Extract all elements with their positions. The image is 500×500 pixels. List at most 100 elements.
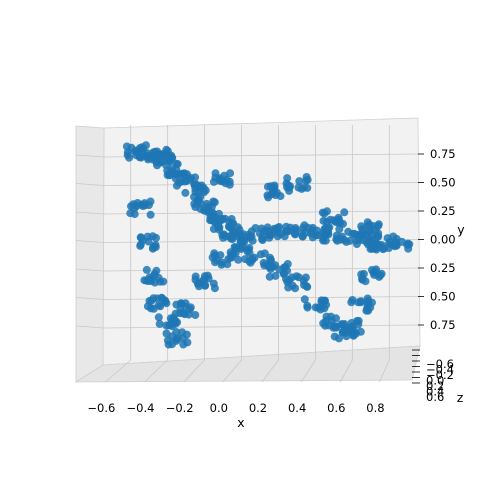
grid-line-y-left <box>75 297 105 300</box>
scatter-point <box>344 227 353 236</box>
y-tick-label: 0.50 <box>430 176 456 190</box>
scatter-point <box>155 319 164 328</box>
scatter-point <box>201 281 209 290</box>
scatter-point <box>173 170 182 179</box>
left-pane <box>75 125 105 383</box>
scatter-point <box>300 221 309 230</box>
grid-lines <box>75 125 419 383</box>
y-tick-label: 0.75 <box>430 318 456 332</box>
scatter-point <box>203 208 212 216</box>
x-tick-label: −0.6 <box>87 401 115 415</box>
scatter-point <box>143 232 152 241</box>
scatter-point <box>303 301 312 310</box>
scatter-point <box>233 223 242 232</box>
scatter-point <box>191 173 200 182</box>
scatter-point <box>171 309 180 318</box>
x-tick-label: 0.0 <box>210 401 228 415</box>
scatter-point <box>186 303 195 312</box>
scatter-point <box>142 265 151 274</box>
scatter-point <box>137 153 146 162</box>
z-tick-label: −0.2 <box>426 368 454 382</box>
grid-line-floor <box>261 359 279 383</box>
scatter-point <box>191 203 200 211</box>
scatter-point <box>209 197 218 206</box>
scatter-point <box>373 240 382 249</box>
scatter-point <box>191 187 200 196</box>
scatter-point <box>295 177 304 186</box>
scatter-point <box>326 215 335 224</box>
scatter-point <box>136 240 145 249</box>
scatter-point <box>354 298 363 307</box>
grid-line-floor <box>222 359 242 383</box>
x-tick-label: 0.4 <box>288 401 306 415</box>
scatter-point <box>231 243 240 252</box>
y-tick-label: 0.75 <box>430 147 456 161</box>
scatter-point <box>190 180 199 189</box>
y-tick-label: 0.50 <box>430 290 456 304</box>
y-ticks: 0.75 0.50 0.25 0.00 0.25 0.50 0.75 <box>418 147 456 332</box>
grid-line-floor <box>144 359 168 383</box>
scatter-point <box>321 321 330 330</box>
y-tick-label: 0.25 <box>430 204 456 218</box>
grid-line-y-left <box>75 211 105 215</box>
scatter-point <box>211 251 220 260</box>
scatter-point <box>199 184 208 193</box>
scatter-point <box>392 234 401 243</box>
scatter-point <box>251 224 260 232</box>
grid-line-floor <box>183 359 205 383</box>
scatter-point <box>130 210 139 219</box>
scatter-point <box>179 340 188 349</box>
z-tick-label: 0.0 <box>426 374 444 388</box>
scatter-point <box>374 220 383 229</box>
scatter-point <box>320 304 329 313</box>
scatter-point <box>255 229 264 238</box>
grid-line-y-left <box>75 268 105 272</box>
z-ticks: −0.6−0.4−0.20.00.20.40.6 <box>412 349 454 404</box>
x-tick-label: −0.2 <box>166 401 194 415</box>
scatter-point <box>379 245 387 254</box>
scatter-point <box>386 238 394 247</box>
y-tick-label: 0.25 <box>430 261 456 275</box>
grid-line-y-left <box>75 240 105 243</box>
scatter-point <box>299 276 308 285</box>
scatter-point <box>366 244 375 253</box>
scatter-point <box>335 215 343 224</box>
scatter-point <box>234 255 243 264</box>
scatter-point <box>123 148 132 157</box>
grid-line-floor <box>339 359 353 383</box>
scatter-point <box>357 230 366 239</box>
scatter-point <box>319 216 328 225</box>
scatter-point <box>150 270 159 278</box>
x-tick-label: 0.8 <box>366 401 384 415</box>
scatter-point <box>321 296 329 305</box>
x-tick-label: 0.2 <box>249 401 267 415</box>
scatter-point <box>282 222 291 231</box>
grid-line-y <box>103 210 419 215</box>
scatter-point <box>218 231 227 239</box>
scatter-point <box>246 233 255 242</box>
scatter-point <box>403 240 411 249</box>
scatter-point <box>288 281 297 290</box>
scatter-point <box>181 188 190 197</box>
scatter-point <box>162 161 170 170</box>
scatter-point <box>273 224 282 232</box>
scatter-point <box>154 313 163 322</box>
x-tick-label: −0.4 <box>127 401 155 415</box>
scatter-point <box>215 223 224 232</box>
scatter-point <box>225 177 234 186</box>
scatter-point <box>139 144 148 153</box>
scatter-point <box>357 270 366 279</box>
grid-line-floor <box>105 359 131 383</box>
scatter-point <box>210 284 219 293</box>
grid-line-floor <box>300 359 316 383</box>
scatter-point <box>265 230 274 239</box>
scatter-point <box>162 299 171 308</box>
scatter-point <box>345 236 354 245</box>
scatter-point <box>127 202 135 211</box>
scatter-point <box>375 272 384 281</box>
z-tick-label: 0.4 <box>426 385 444 399</box>
scatter-point <box>245 249 254 257</box>
scatter-point <box>266 265 275 274</box>
scatter-point <box>320 230 329 239</box>
